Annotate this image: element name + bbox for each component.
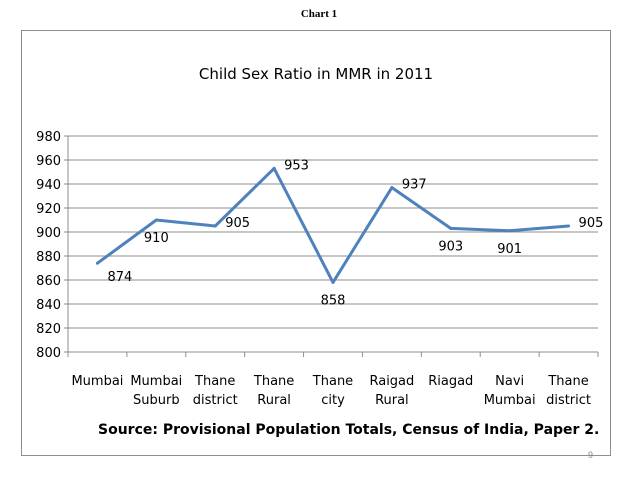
- y-axis: 800 820 840 860 880 900 920 940 960 980: [36, 130, 69, 361]
- data-point: [331, 280, 335, 284]
- y-tick-label: 940: [36, 178, 61, 193]
- y-tick-label: 860: [36, 274, 61, 289]
- data-label: 910: [144, 231, 169, 246]
- series: [95, 166, 571, 284]
- x-tick-label: Riagad: [428, 374, 473, 389]
- data-label: 903: [438, 239, 463, 254]
- x-tick-label: Raigad Rural: [369, 374, 414, 408]
- y-tick-label: 920: [36, 202, 61, 217]
- y-tick-label: 800: [36, 346, 61, 361]
- y-tick-label: 900: [36, 226, 61, 241]
- y-tick-label: 880: [36, 250, 61, 265]
- y-tick-label: 960: [36, 154, 61, 169]
- data-point: [390, 186, 394, 190]
- chart-frame: [21, 30, 611, 456]
- data-point: [154, 218, 158, 222]
- x-tick-label: Thane city: [312, 374, 353, 408]
- y-tick-label: 980: [36, 130, 61, 145]
- x-tick-label: Thane district: [193, 374, 238, 408]
- x-tick-label: Mumbai Suburb: [130, 374, 182, 408]
- series-line: [96, 166, 569, 284]
- data-label: 901: [497, 242, 522, 257]
- data-label: 937: [402, 178, 427, 193]
- x-axis: Mumbai Mumbai Suburb Thane district Thane Rura…: [67, 351, 599, 408]
- data-point: [213, 224, 217, 228]
- data-label: 874: [107, 270, 132, 285]
- source-note: Source: Provisional Population Totals, C…: [98, 422, 599, 438]
- x-tick-label: Thane Rural: [253, 374, 294, 408]
- data-point: [508, 229, 512, 233]
- data-point: [95, 261, 99, 265]
- data-labels: 874 910 905 953 858 937 903 901 905: [107, 158, 603, 308]
- chart-title: Child Sex Ratio in MMR in 2011: [199, 65, 433, 83]
- data-label: 905: [579, 216, 604, 231]
- y-tick-label: 820: [36, 322, 61, 337]
- page-header: Chart 1: [300, 8, 338, 20]
- data-point: [272, 166, 276, 170]
- x-tick-label: Navi Mumbai: [484, 374, 536, 408]
- page-number: 9: [588, 450, 594, 460]
- y-tick-label: 840: [36, 298, 61, 313]
- data-label: 905: [225, 216, 250, 231]
- x-tick-label: Mumbai: [71, 374, 123, 389]
- gridlines: [68, 135, 598, 353]
- data-label: 953: [284, 158, 309, 173]
- data-point: [449, 226, 453, 230]
- x-tick-label: Thane district: [546, 374, 591, 408]
- data-point: [567, 224, 571, 228]
- data-label: 858: [321, 293, 346, 308]
